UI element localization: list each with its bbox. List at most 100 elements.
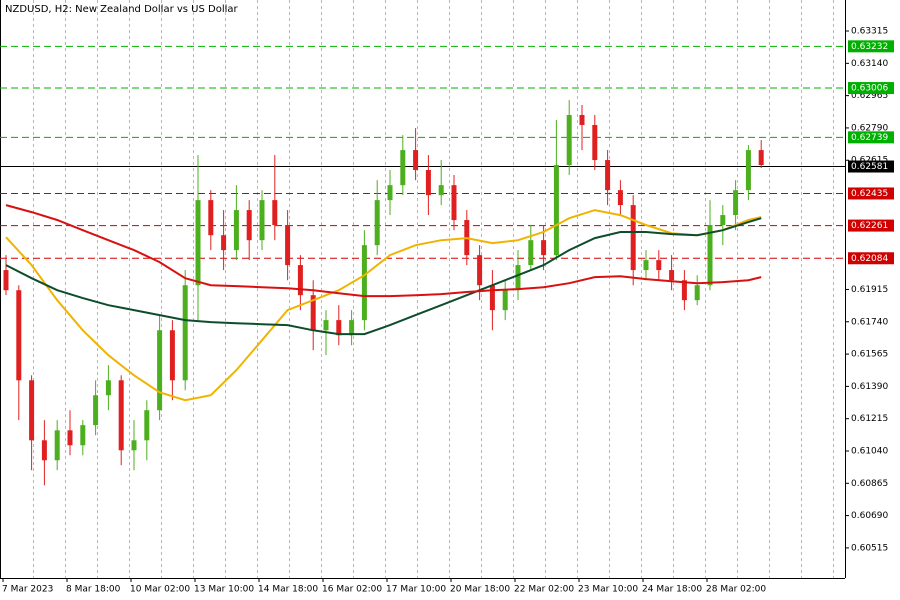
candle-body (221, 235, 227, 251)
candle-body (425, 170, 431, 196)
candle-body (438, 185, 444, 196)
candle-body (118, 380, 124, 451)
candle-body (195, 200, 201, 286)
candle-body (29, 380, 35, 441)
candle-body (41, 440, 47, 461)
x-tick-label: 13 Mar 10:00 (194, 585, 254, 595)
level-label-box (848, 40, 894, 53)
moving-average (5, 217, 762, 336)
candle-body (67, 430, 73, 446)
y-tick-label: 0.61040 (851, 446, 888, 456)
level-label-box (848, 160, 894, 173)
level-label-box (848, 82, 894, 95)
candle-body (310, 295, 316, 331)
y-tick-label: 0.62790 (851, 123, 888, 133)
y-tick-label: 0.61215 (851, 414, 888, 424)
candle-body (93, 395, 99, 426)
candle-body (617, 190, 623, 206)
y-tick-label: 0.60515 (851, 543, 888, 553)
x-tick-label: 14 Mar 18:00 (258, 585, 318, 595)
candle-body (157, 330, 163, 411)
y-tick-label: 0.61390 (851, 382, 888, 392)
x-tick-label: 8 Mar 18:00 (66, 585, 121, 595)
candle-body (3, 270, 9, 291)
y-tick-label: 0.62965 (851, 91, 888, 101)
candle-body (553, 165, 559, 256)
candle-body (643, 260, 649, 271)
x-tick-label: 23 Mar 10:00 (578, 585, 638, 595)
candle-body (566, 115, 572, 166)
candle-body (720, 215, 726, 226)
chart-title: NZDUSD, H2: New Zealand Dollar vs US Dol… (5, 4, 239, 15)
x-tick-label: 24 Mar 18:00 (642, 585, 702, 595)
level-label: 0.62739 (851, 133, 888, 143)
candle-body (272, 200, 278, 226)
candle-body (541, 240, 547, 256)
y-tick-label: 0.61565 (851, 350, 888, 360)
x-tick-label: 28 Mar 02:00 (706, 585, 766, 595)
candle-body (182, 285, 188, 381)
candle-body (169, 330, 175, 381)
candle-body (144, 410, 150, 441)
candle-body (208, 200, 214, 236)
candle-body (233, 210, 239, 251)
x-tick-label: 20 Mar 18:00 (450, 585, 510, 595)
candle-body (758, 150, 764, 166)
candle-body (361, 245, 367, 321)
candle-body (528, 240, 534, 266)
level-label: 0.62261 (851, 221, 888, 231)
candle-body (515, 265, 521, 291)
candle-body (80, 425, 86, 446)
x-tick-label: 17 Mar 10:00 (386, 585, 446, 595)
level-label-box (848, 187, 894, 200)
moving-average (5, 204, 762, 298)
candle-body (374, 200, 380, 246)
candle-body (336, 320, 342, 336)
candle-body (246, 210, 252, 241)
candle-body (477, 255, 483, 286)
candle-body (387, 185, 393, 201)
level-label-box (848, 131, 894, 144)
level-label-box (848, 252, 894, 265)
candle-body (579, 115, 585, 125)
x-tick-label: 7 Mar 2023 (2, 585, 53, 595)
x-tick-label: 16 Mar 02:00 (322, 585, 382, 595)
x-tick-label: 22 Mar 02:00 (514, 585, 574, 595)
plot (0, 45, 845, 486)
level-label: 0.62435 (851, 189, 888, 199)
candle-body (131, 440, 137, 451)
y-tick-label: 0.61915 (851, 285, 888, 295)
candle-body (285, 225, 291, 266)
candle-body (413, 150, 419, 171)
candle-body (502, 290, 508, 311)
candle-body (694, 285, 700, 301)
candle-body (400, 150, 406, 186)
candle-body (16, 290, 22, 381)
candle-body (349, 320, 355, 336)
level-label: 0.63232 (851, 42, 888, 52)
candle-body (630, 205, 636, 271)
y-tick-label: 0.60690 (851, 511, 888, 521)
candle-body (592, 124, 598, 161)
candle-body (489, 285, 495, 311)
level-label: 0.63006 (851, 84, 888, 94)
level-label: 0.62581 (851, 162, 888, 172)
candle-body (733, 190, 739, 216)
level-label: 0.62084 (851, 254, 888, 264)
candle-body (259, 200, 265, 241)
level-label-box (848, 219, 894, 232)
candle-body (605, 160, 611, 191)
candle-body (745, 150, 751, 191)
x-tick-label: 10 Mar 02:00 (130, 585, 190, 595)
y-tick-label: 0.63315 (851, 27, 888, 37)
candle-body (707, 225, 713, 286)
candle-body (656, 260, 662, 271)
y-tick-label: 0.60865 (851, 479, 888, 489)
candle-body (105, 380, 111, 396)
candle-body (681, 280, 687, 301)
candle-body (451, 185, 457, 221)
candle-body (54, 430, 60, 461)
candle-body (669, 270, 675, 281)
